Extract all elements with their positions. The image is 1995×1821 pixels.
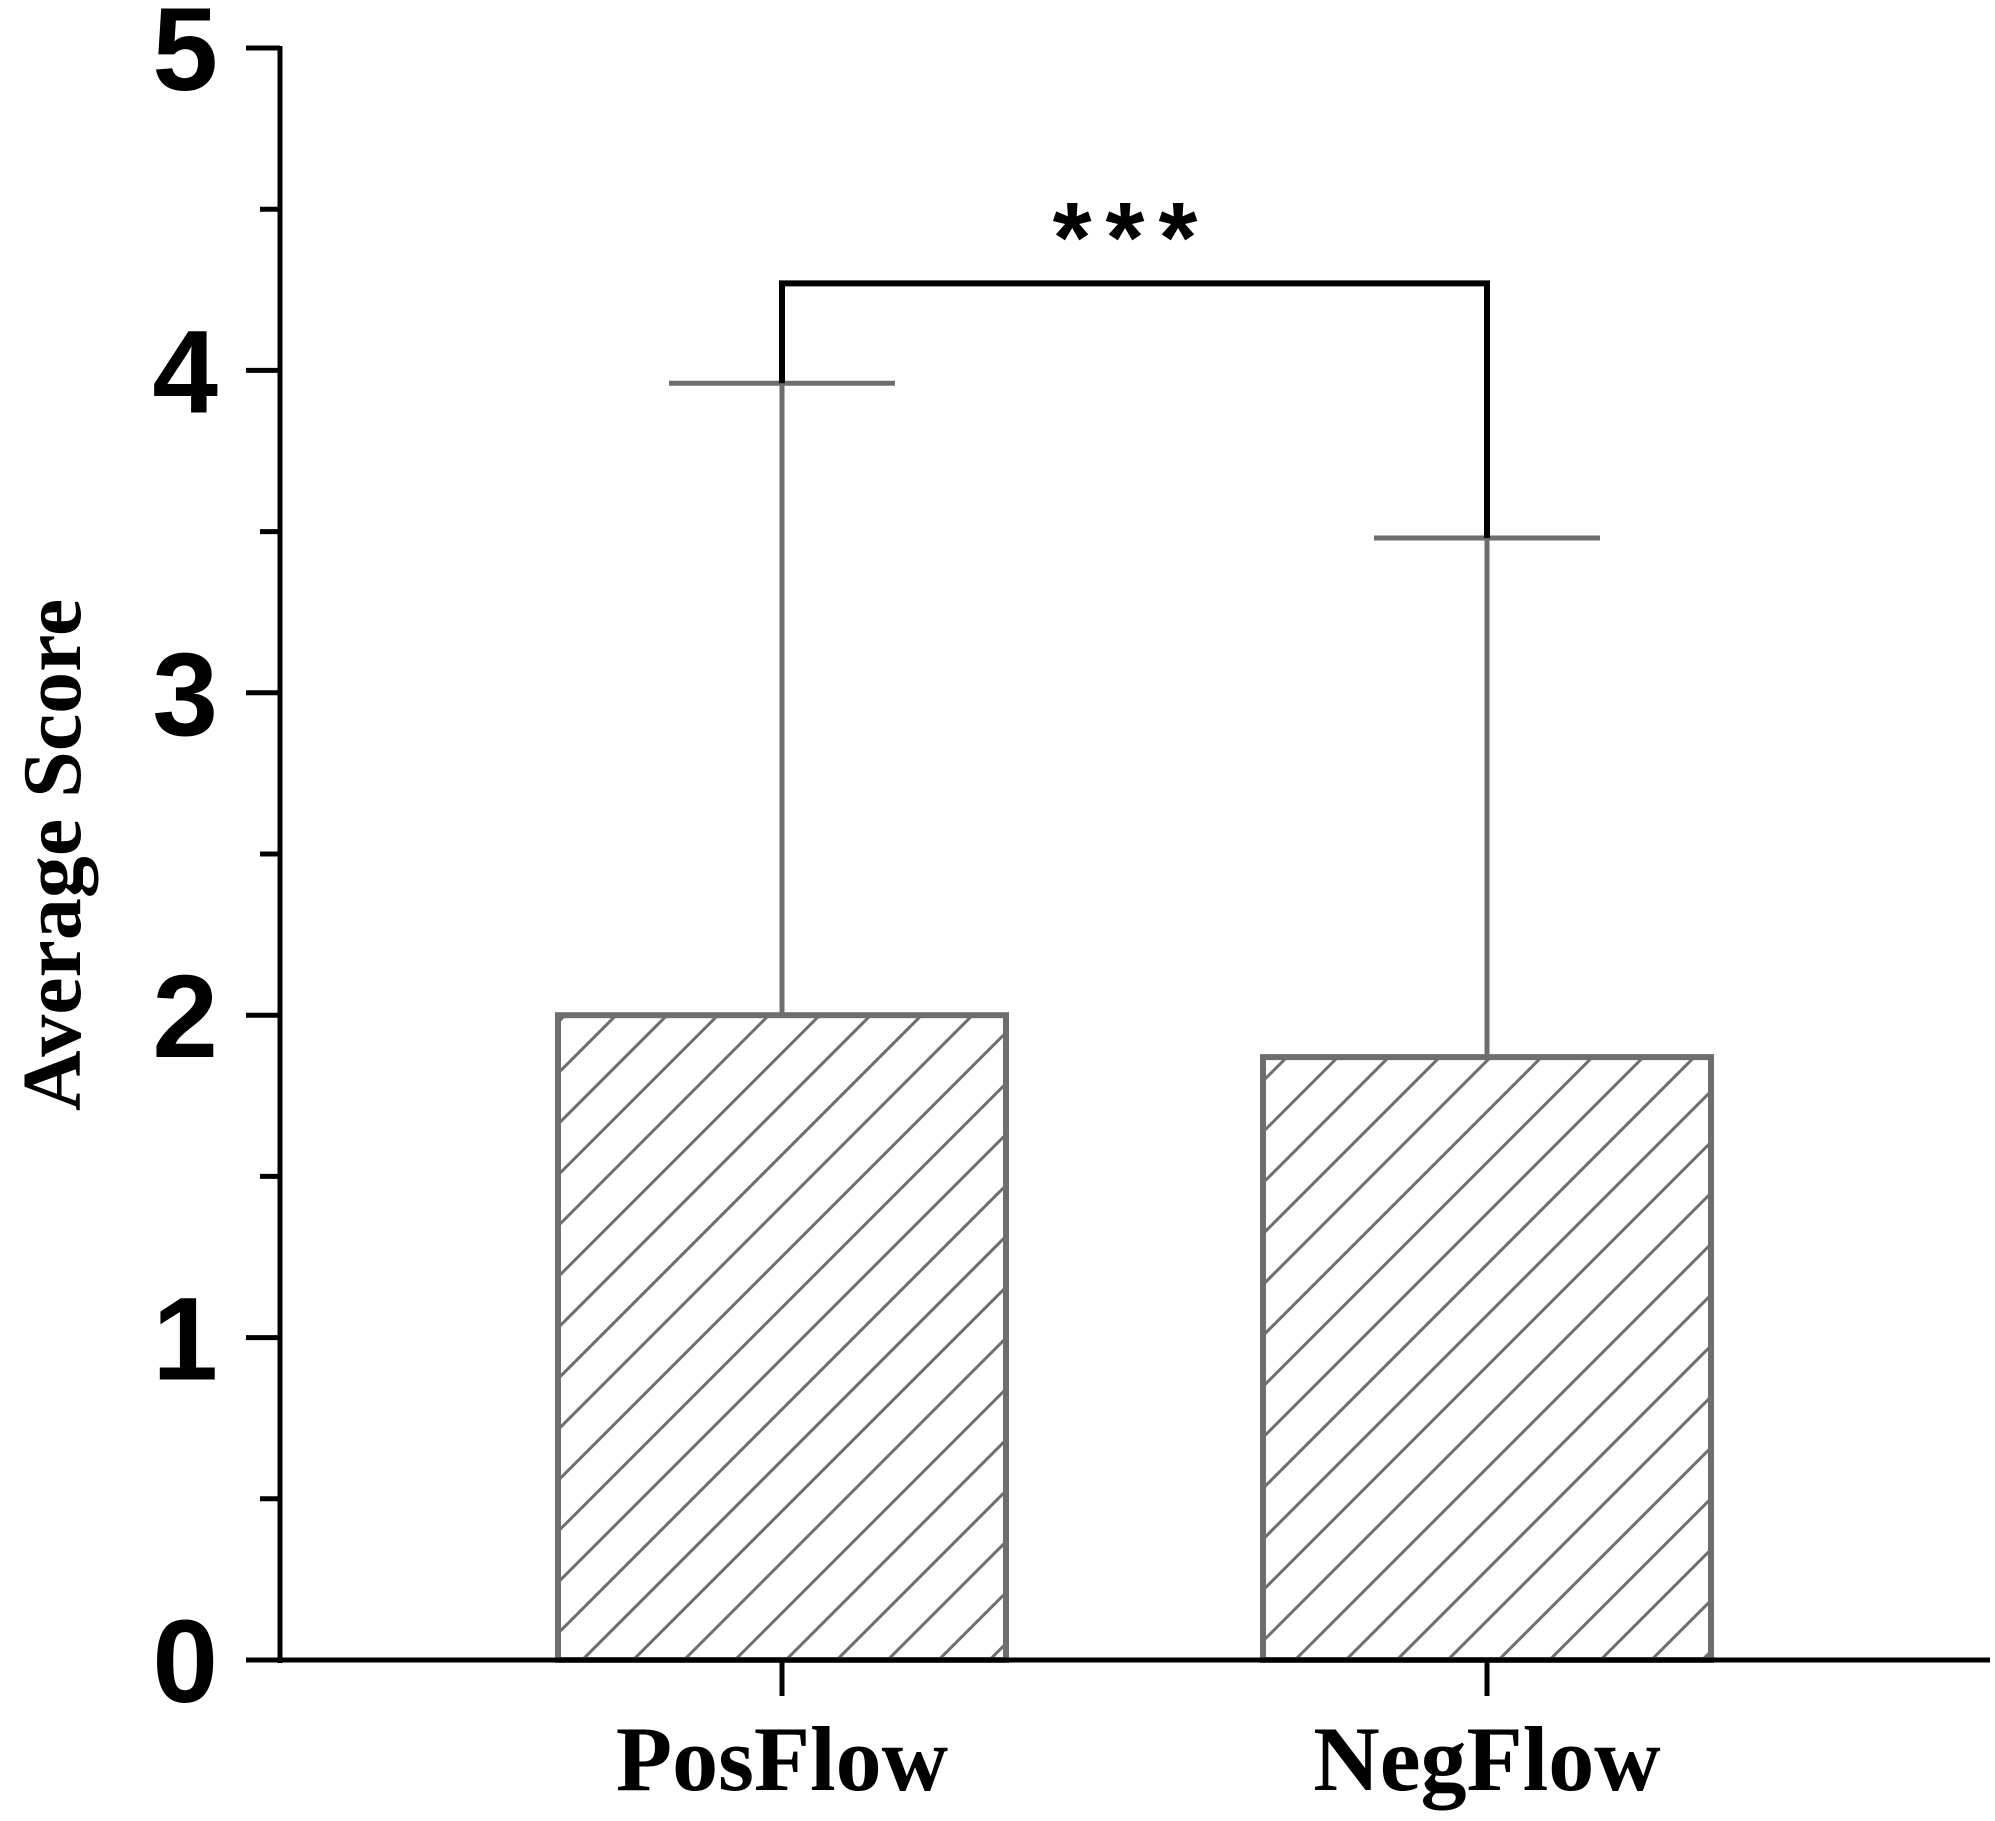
- x-tick-label-posflow: PosFlow: [616, 1708, 948, 1810]
- bar-negflow: [1260, 1054, 1714, 1664]
- bar-posflow: [555, 1012, 1009, 1663]
- x-tick-label-negflow: NegFlow: [1313, 1708, 1660, 1810]
- significance-label: ***: [1053, 182, 1212, 294]
- labels: 0 1 2 3 4 5 PosFlow NegFlow: [152, 0, 1660, 1810]
- axes: [246, 45, 1990, 1696]
- significance-bracket: [779, 280, 1490, 539]
- y-tick-label: 2: [152, 951, 218, 1083]
- y-tick-label: 5: [152, 0, 218, 116]
- y-tick-label: 0: [152, 1596, 218, 1728]
- error-bars: [669, 380, 1600, 1058]
- bars: [555, 1012, 1714, 1664]
- y-axis-title: Average Score: [6, 599, 99, 1111]
- y-tick-label: 4: [152, 306, 218, 438]
- y-tick-label: 3: [152, 629, 218, 761]
- y-tick-label: 1: [152, 1274, 218, 1406]
